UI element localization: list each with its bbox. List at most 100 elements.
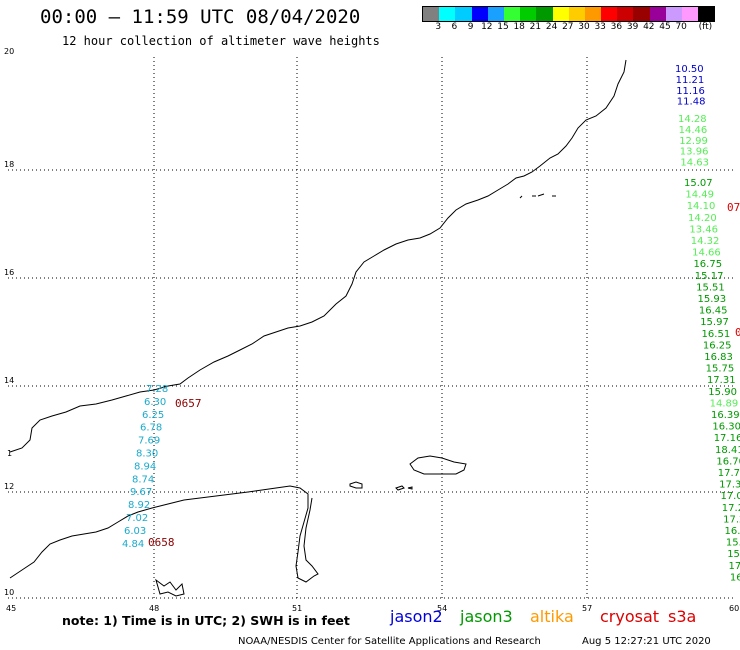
- color-swatch: [682, 7, 699, 21]
- color-scale-label: 24: [545, 22, 558, 32]
- cryosat-wave-value: 7.69: [138, 436, 160, 447]
- color-scale-label: 12: [481, 22, 493, 32]
- cryosat-wave-value: 7.02: [126, 513, 148, 524]
- generated-timestamp: Aug 5 12:27:21 UTC 2020: [582, 636, 711, 647]
- cryosat-wave-value: 8.30: [136, 449, 158, 460]
- jason3-wave-value: 17.2: [722, 503, 740, 514]
- jason3-wave-value: 16.39: [711, 410, 740, 421]
- jason3-wave-value: 15.17: [695, 271, 724, 282]
- color-scale-labels: 3 6 9 12 15 18 21 24 27 30 33 36 39 42 45 70 (ft): [422, 22, 740, 34]
- color-swatch: [536, 7, 553, 21]
- cryosat-wave-value: 6.03: [124, 526, 146, 537]
- color-swatch: [633, 7, 650, 21]
- jason3-wave-value: 15.51: [696, 282, 725, 293]
- color-scale-label: 33: [594, 22, 606, 32]
- color-scale-label: 36: [610, 22, 623, 32]
- cryosat-wave-value: 6.25: [142, 410, 164, 421]
- lat-lon-grid: [8, 57, 733, 599]
- color-swatch: [552, 7, 569, 21]
- color-scale-label: 21: [529, 22, 542, 32]
- pass-time-label: 0657: [175, 397, 202, 410]
- jason3-wave-value: 17.: [729, 561, 740, 572]
- satellite-legend-jason2: jason2: [390, 607, 443, 626]
- jason3-wave-value: 13.46: [689, 224, 718, 235]
- jason3-wave-value: 16.45: [699, 306, 728, 317]
- jason3-wave-value: 16.30: [712, 422, 740, 433]
- coastlines: [9, 59, 627, 597]
- jason3-wave-value: 13.96: [680, 147, 709, 158]
- color-scale-label: 70: [675, 22, 687, 32]
- color-scale-label: 42: [643, 22, 655, 32]
- color-swatch: [471, 7, 488, 21]
- jason2-wave-value: 11.16: [676, 86, 705, 97]
- jason3-wave-value: 18.41: [715, 445, 740, 456]
- jason3-wave-value: 15.5: [727, 549, 740, 560]
- jason3-wave-value: 14.66: [692, 248, 721, 259]
- lat-tick-label: 12: [4, 482, 14, 491]
- coastline-somalia: [9, 485, 319, 583]
- color-scale-bar: [422, 6, 716, 22]
- color-swatch: [455, 7, 472, 21]
- color-swatch: [520, 7, 537, 21]
- islet-1: [349, 481, 363, 489]
- jason2-wave-value: 11.48: [677, 97, 706, 108]
- jason3-wave-value: 17.31: [707, 375, 736, 386]
- color-scale-label: 45: [659, 22, 671, 32]
- coastline-socotra: [409, 455, 467, 475]
- jason3-wave-value: 14.10: [687, 201, 716, 212]
- cryosat-wave-value: 8.74: [132, 474, 154, 485]
- cryosat-wave-value: 4.84: [122, 539, 144, 550]
- satellite-legend-s3a: s3a: [668, 607, 697, 626]
- lon-tick-label: 60: [729, 604, 739, 613]
- jason3-wave-value: 16.4: [725, 526, 740, 537]
- lat-tick-label-partial: 1: [7, 449, 12, 458]
- coastline-fragment: [155, 578, 185, 597]
- color-scale-label: 39: [626, 22, 639, 32]
- pass-time-label: 07: [727, 201, 740, 214]
- color-swatch: [698, 7, 715, 21]
- jason3-wave-value: 17.2: [723, 514, 740, 525]
- jason3-wave-value: 14.89: [710, 398, 739, 409]
- jason3-wave-value: 17.0: [720, 491, 740, 502]
- credit-line: NOAA/NESDIS Center for Satellite Applica…: [238, 636, 541, 647]
- jason2-wave-value: 10.50: [675, 64, 704, 75]
- color-swatch: [617, 7, 634, 21]
- jason3-wave-value: 15.07: [684, 178, 713, 189]
- color-swatch: [649, 7, 666, 21]
- jason3-wave-value: 15.8: [726, 538, 740, 549]
- jason3-wave-value: 16.25: [703, 340, 732, 351]
- color-swatch: [665, 7, 682, 21]
- jason3-wave-value: 16.70: [716, 456, 740, 467]
- color-swatch: [439, 7, 456, 21]
- color-swatch: [584, 7, 602, 21]
- jason3-wave-value: 14.49: [685, 190, 714, 201]
- lat-tick-label: 10: [4, 588, 14, 597]
- jason3-wave-value: 14.20: [688, 213, 717, 224]
- satellite-legend-altika: altika: [530, 607, 574, 626]
- jason2-wave-value: 11.21: [676, 75, 705, 86]
- pass-time-label: 0: [735, 326, 740, 339]
- footnote: note: 1) Time is in UTC; 2) SWH is in fe…: [62, 613, 350, 628]
- jason3-wave-value: 17.79: [718, 468, 740, 479]
- lon-tick-label: 51: [292, 604, 302, 613]
- cryosat-wave-value: 6.78: [140, 423, 162, 434]
- color-scale-label: 6: [451, 22, 458, 32]
- lon-tick-label: 57: [582, 604, 592, 613]
- color-scale-label: 3: [435, 22, 442, 32]
- color-scale-label: 15: [497, 22, 509, 32]
- islet-kuria-muria: [519, 193, 556, 199]
- jason3-wave-value: 15.97: [700, 317, 729, 328]
- lon-tick-label: 48: [149, 604, 159, 613]
- color-swatch: [601, 7, 618, 21]
- map-title: 00:00 – 11:59 UTC 08/04/2020: [40, 6, 361, 28]
- jason3-wave-value: 12.99: [679, 136, 708, 147]
- jason3-wave-value: 15.93: [698, 294, 727, 305]
- jason3-wave-value: 15.90: [708, 387, 737, 398]
- map-subtitle: 12 hour collection of altimeter wave hei…: [62, 34, 380, 48]
- jason3-wave-value: 16.: [730, 572, 740, 583]
- jason3-wave-value: 17.3: [719, 480, 740, 491]
- color-swatch: [568, 7, 585, 21]
- jason3-wave-value: 14.32: [691, 236, 720, 247]
- jason3-wave-value: 17.16: [714, 433, 740, 444]
- lon-tick-label: 45: [6, 604, 16, 613]
